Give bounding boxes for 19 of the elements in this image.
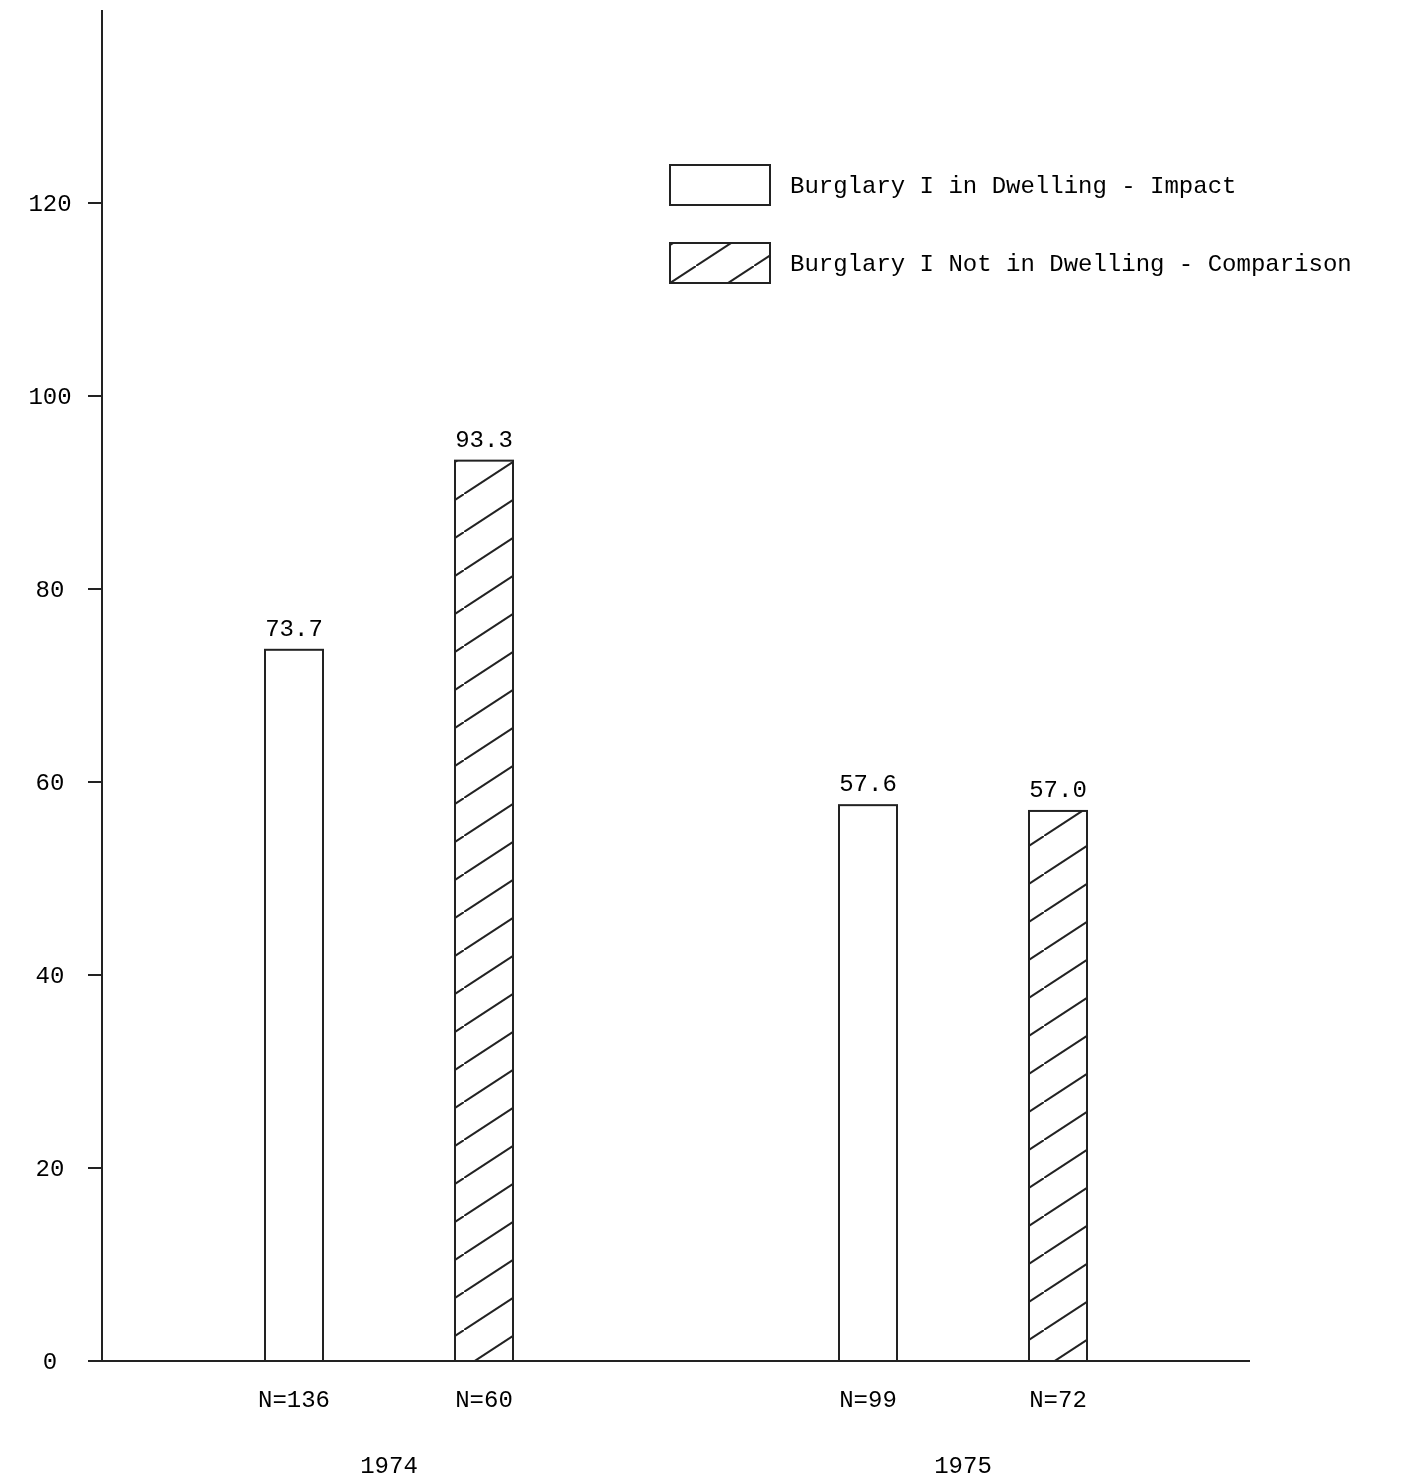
text: N=60 <box>455 1387 513 1414</box>
data-label: 73.7 <box>265 615 323 643</box>
y-tick-label: 0 <box>42 1349 58 1377</box>
y-tick-label: 100 <box>28 384 72 412</box>
y-tick-label: 60 <box>35 770 65 798</box>
text: N=72 <box>1029 1387 1087 1414</box>
text: N=99 <box>839 1387 897 1414</box>
data-label: 57.0 <box>1029 776 1087 804</box>
x-tick-label: 1974 <box>360 1453 418 1479</box>
data-label: 57.6 <box>839 771 897 799</box>
y-tick-label: 20 <box>35 1156 65 1184</box>
data-label: 93.3 <box>455 426 513 454</box>
legend-label: Burglary I Not in Dwelling - Comparison <box>790 251 1352 279</box>
x-tick-label: 1975 <box>934 1453 992 1479</box>
legend-label: Burglary I in Dwelling - Impact <box>790 173 1237 201</box>
y-tick-label: 120 <box>28 191 72 219</box>
y-tick-label: 80 <box>35 577 65 605</box>
text: N=136 <box>257 1387 331 1414</box>
y-tick-label: 40 <box>35 963 65 991</box>
